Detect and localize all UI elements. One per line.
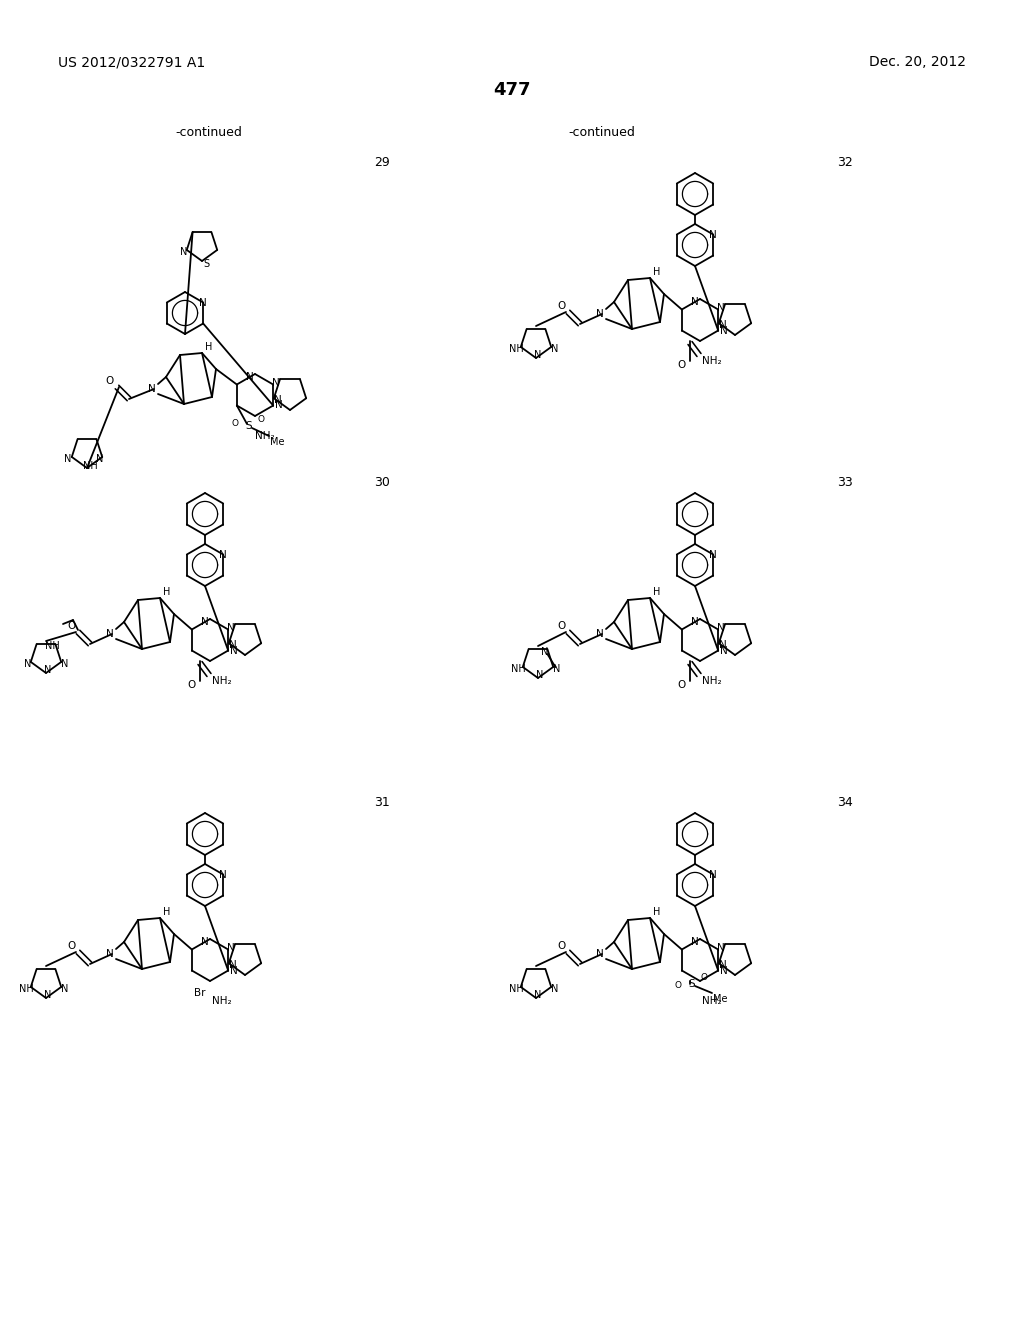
Text: N: N — [201, 937, 209, 946]
Text: N: N — [275, 400, 283, 411]
Text: N: N — [719, 960, 727, 970]
Text: N: N — [180, 247, 187, 257]
Text: N: N — [691, 616, 698, 627]
Text: N: N — [720, 326, 728, 335]
Text: N: N — [229, 640, 237, 651]
Text: N: N — [717, 944, 725, 953]
Text: NH: NH — [83, 461, 97, 471]
Text: H: H — [653, 907, 660, 917]
Text: N: N — [719, 321, 727, 330]
Text: N: N — [535, 990, 542, 1001]
Text: NH₂: NH₂ — [702, 356, 722, 366]
Text: Dec. 20, 2012: Dec. 20, 2012 — [869, 55, 966, 69]
Text: NH: NH — [511, 664, 526, 675]
Text: N: N — [44, 990, 51, 1001]
Text: NH₂: NH₂ — [255, 432, 274, 441]
Text: N: N — [25, 659, 32, 669]
Text: N: N — [201, 616, 209, 627]
Text: O: O — [675, 982, 682, 990]
Text: N: N — [227, 944, 234, 953]
Text: O: O — [231, 418, 239, 428]
Text: H: H — [163, 587, 171, 597]
Text: US 2012/0322791 A1: US 2012/0322791 A1 — [58, 55, 205, 69]
Text: N: N — [60, 659, 68, 669]
Text: NH₂: NH₂ — [702, 676, 722, 686]
Text: NH: NH — [509, 345, 524, 354]
Text: N: N — [95, 454, 102, 463]
Text: N: N — [553, 664, 560, 675]
Text: S: S — [246, 421, 252, 432]
Text: O: O — [67, 620, 75, 631]
Text: N: N — [537, 671, 544, 680]
Text: 31: 31 — [374, 796, 390, 809]
Text: 32: 32 — [838, 157, 853, 169]
Text: H: H — [653, 267, 660, 277]
Text: N: N — [106, 630, 114, 639]
Text: N: N — [551, 345, 558, 354]
Text: O: O — [105, 376, 114, 385]
Text: Br: Br — [195, 987, 206, 998]
Text: N: N — [710, 870, 717, 879]
Text: 33: 33 — [838, 477, 853, 490]
Text: N: N — [596, 630, 604, 639]
Text: N: N — [246, 372, 254, 381]
Text: 477: 477 — [494, 81, 530, 99]
Text: 34: 34 — [838, 796, 853, 809]
Text: N: N — [148, 384, 156, 393]
Text: H: H — [163, 907, 171, 917]
Text: N: N — [717, 623, 725, 634]
Text: N: N — [541, 647, 548, 657]
Text: N: N — [229, 960, 237, 970]
Text: N: N — [720, 965, 728, 975]
Text: N: N — [272, 379, 280, 388]
Text: N: N — [691, 297, 698, 308]
Text: N: N — [219, 549, 227, 560]
Text: N: N — [274, 395, 282, 405]
Text: NH₂: NH₂ — [212, 676, 231, 686]
Text: N: N — [717, 304, 725, 313]
Text: S: S — [689, 979, 695, 989]
Text: O: O — [67, 941, 75, 950]
Text: O: O — [557, 941, 565, 950]
Text: NH: NH — [509, 983, 524, 994]
Text: N: N — [596, 949, 604, 960]
Text: N: N — [230, 645, 238, 656]
Text: N: N — [551, 983, 558, 994]
Text: O: O — [557, 301, 565, 312]
Text: N: N — [719, 640, 727, 651]
Text: N: N — [535, 350, 542, 360]
Text: O: O — [186, 680, 196, 690]
Text: H: H — [206, 342, 213, 352]
Text: O: O — [557, 620, 565, 631]
Text: N: N — [200, 297, 207, 308]
Text: O: O — [700, 974, 708, 982]
Text: S: S — [203, 259, 209, 269]
Text: NH₂: NH₂ — [212, 997, 231, 1006]
Text: N: N — [720, 645, 728, 656]
Text: N: N — [219, 870, 227, 879]
Text: N: N — [227, 623, 234, 634]
Text: 29: 29 — [374, 157, 390, 169]
Text: N: N — [710, 230, 717, 239]
Text: O: O — [257, 416, 264, 425]
Text: -continued: -continued — [175, 125, 242, 139]
Text: -continued: -continued — [568, 125, 635, 139]
Text: NH: NH — [45, 642, 59, 651]
Text: Me: Me — [269, 437, 285, 447]
Text: N: N — [710, 549, 717, 560]
Text: N: N — [691, 937, 698, 946]
Text: NH: NH — [19, 983, 34, 994]
Text: H: H — [653, 587, 660, 597]
Text: O: O — [677, 360, 685, 370]
Text: N: N — [60, 983, 68, 994]
Text: N: N — [106, 949, 114, 960]
Text: N: N — [44, 665, 51, 675]
Text: Me: Me — [713, 994, 727, 1005]
Text: N: N — [65, 454, 72, 463]
Text: O: O — [677, 680, 685, 690]
Text: N: N — [596, 309, 604, 319]
Text: 30: 30 — [374, 477, 390, 490]
Text: N: N — [230, 965, 238, 975]
Text: NH₂: NH₂ — [702, 997, 722, 1006]
